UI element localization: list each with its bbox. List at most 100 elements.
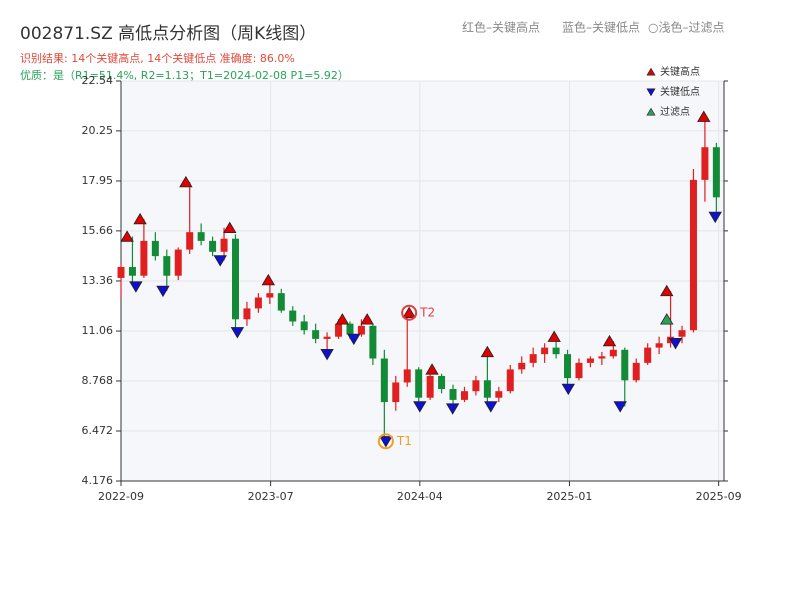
marker	[335, 313, 350, 325]
marker	[379, 436, 393, 448]
header-legend: ○浅色–过滤点	[648, 21, 724, 35]
marker	[230, 327, 245, 339]
candle-body	[575, 362, 583, 379]
marker	[480, 345, 495, 358]
candle-body	[529, 354, 537, 363]
annotation-circle	[377, 433, 394, 450]
candle-body	[518, 362, 526, 370]
candle-body	[117, 267, 125, 278]
candle-body	[403, 369, 411, 383]
candle-body	[266, 293, 274, 298]
legend-label: 过滤点	[660, 105, 690, 118]
marker	[413, 401, 427, 413]
subtitle: 识别结果: 14个关键高点, 14个关键低点 准确度: 86.0%	[20, 51, 295, 65]
y-tick-label: 20.25	[82, 124, 114, 137]
candle-body	[140, 240, 148, 276]
candle-body	[163, 256, 171, 276]
y-tick-label: 17.95	[82, 174, 114, 187]
candle-body	[506, 369, 514, 392]
marker	[179, 175, 193, 188]
candle-body	[438, 375, 446, 389]
marker	[129, 281, 143, 293]
candle-body	[209, 240, 217, 252]
x-tick-label: 2024-04	[397, 490, 443, 503]
y-tick-label: 4.176	[82, 474, 114, 487]
candle-body	[220, 238, 228, 252]
header-legend: 蓝色–关键低点	[562, 21, 640, 35]
annotation-circle	[401, 304, 418, 321]
candle-body	[346, 323, 354, 335]
y-tick-label: 11.06	[82, 324, 114, 337]
candle-body	[586, 358, 594, 363]
y-tick-label: 22.54	[82, 74, 114, 87]
candle-body	[644, 347, 652, 363]
marker	[561, 383, 575, 396]
marker	[320, 348, 334, 361]
y-tick-label: 8.768	[82, 374, 114, 387]
marker	[613, 401, 627, 413]
candle-body	[632, 362, 640, 381]
candle-body	[415, 369, 423, 398]
candle-body	[243, 308, 251, 320]
annotation-label: T2	[419, 305, 435, 319]
candle-body	[254, 297, 262, 309]
candle-body	[426, 375, 434, 398]
x-tick-label: 2023-07	[248, 490, 294, 503]
marker	[660, 284, 674, 297]
candle-body	[598, 356, 606, 359]
marker	[261, 273, 276, 286]
candle-body	[392, 382, 400, 403]
candle-body	[277, 293, 285, 311]
annotation-label: T1	[396, 434, 412, 448]
candle-body	[300, 321, 308, 331]
header-legend: 红色–关键高点	[462, 20, 540, 35]
candle-body	[289, 310, 297, 322]
candle-body	[621, 349, 629, 381]
candle-body	[312, 330, 320, 339]
y-tick-label: 13.36	[82, 274, 114, 287]
marker	[347, 333, 361, 346]
candle-body	[701, 147, 709, 180]
candle-body	[335, 323, 343, 337]
marker	[708, 211, 722, 224]
marker	[484, 401, 498, 413]
y-tick-label: 15.66	[82, 224, 114, 237]
marker	[547, 330, 561, 342]
subtitle: 优质：是（R1=51.4%, R2=1.13；T1=2024-02-08 P1=…	[20, 69, 349, 82]
candle-body	[678, 330, 686, 337]
marker	[660, 313, 674, 325]
marker	[402, 306, 416, 318]
legend-marker	[646, 88, 656, 97]
marker	[602, 334, 617, 347]
candle-body	[186, 232, 194, 250]
candle-body	[689, 179, 697, 331]
candle-body	[655, 343, 663, 348]
x-tick-label: 2022-09	[98, 490, 144, 503]
legend-label: 关键低点	[660, 85, 700, 98]
candle-body	[609, 349, 617, 357]
x-tick-label: 2025-09	[696, 490, 742, 503]
candle-body	[564, 354, 572, 379]
candle-body	[449, 388, 457, 400]
candle-body	[483, 380, 491, 398]
marker	[156, 285, 170, 298]
marker	[120, 230, 134, 242]
candle-body	[712, 147, 720, 198]
marker	[133, 212, 147, 225]
candle-body	[128, 267, 136, 276]
marker	[445, 403, 460, 415]
candle-body	[380, 358, 388, 403]
marker	[213, 255, 227, 267]
candle-body	[174, 249, 182, 276]
legend-label: 关键高点	[660, 65, 700, 78]
y-tick-label: 6.472	[82, 424, 114, 437]
candle-body	[323, 336, 331, 339]
legend-marker	[646, 107, 656, 116]
candle-body	[495, 391, 503, 398]
marker	[360, 313, 374, 325]
marker	[668, 338, 683, 350]
candle-body	[552, 347, 560, 355]
marker	[425, 363, 439, 375]
candle-body	[231, 238, 239, 320]
